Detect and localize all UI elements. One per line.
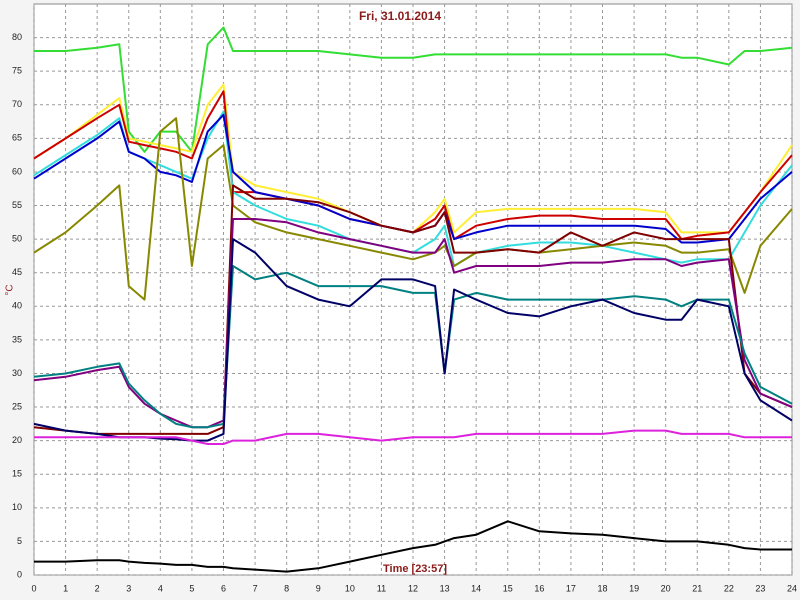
x-tick-label: 6 [221, 583, 226, 593]
x-tick-label: 15 [503, 583, 513, 593]
x-tick-label: 21 [692, 583, 702, 593]
y-tick-label: 30 [12, 368, 22, 378]
series-line [33, 117, 793, 301]
y-tick-label: 35 [12, 334, 22, 344]
x-tick-label: 22 [724, 583, 734, 593]
y-tick-label: 40 [12, 301, 22, 311]
x-tick-label: 7 [253, 583, 258, 593]
y-tick-label: 0 [17, 569, 22, 579]
series-line [34, 26, 793, 153]
x-tick-label: 24 [787, 583, 797, 593]
series-line [33, 218, 793, 429]
series-line [34, 520, 792, 573]
x-tick-label: 0 [31, 583, 36, 593]
x-tick-label: 1 [63, 583, 68, 593]
x-tick-label: 19 [629, 583, 639, 593]
y-tick-label: 10 [12, 502, 22, 512]
lines [33, 26, 793, 573]
y-tick-label: 55 [12, 200, 22, 210]
y-tick-label: 45 [12, 267, 22, 277]
x-tick-label: 8 [284, 583, 289, 593]
series-line [34, 429, 792, 445]
x-tick-label: 4 [158, 583, 163, 593]
y-tick-label: 80 [12, 32, 22, 42]
x-tick-label: 3 [126, 583, 131, 593]
x-tick-label: 16 [534, 583, 544, 593]
x-tick-label: 17 [566, 583, 576, 593]
x-tick-label: 12 [408, 583, 418, 593]
y-tick-label: 65 [12, 133, 22, 143]
x-tick-label: 5 [189, 583, 194, 593]
y-tick-label: 75 [12, 66, 22, 76]
x-tick-label: 13 [440, 583, 450, 593]
x-tick-label: 11 [377, 583, 386, 593]
chart-title: Fri, 31.01.2014 [359, 9, 441, 23]
series-line [33, 265, 793, 429]
x-tick-label: 10 [345, 583, 355, 593]
y-tick-label: 50 [12, 233, 22, 243]
y-tick-label: 25 [12, 401, 22, 411]
x-tick-label: 20 [661, 583, 671, 593]
y-tick-label: 20 [12, 435, 22, 445]
y-axis-label: °C [5, 284, 16, 295]
series-line [33, 184, 793, 435]
x-tick-label: 18 [597, 583, 607, 593]
x-tick-label: 23 [755, 583, 765, 593]
x-tick-label: 14 [471, 583, 481, 593]
x-tick-label: 2 [95, 583, 100, 593]
x-tick-label: 9 [316, 583, 321, 593]
y-tick-label: 60 [12, 166, 22, 176]
y-tick-label: 5 [17, 536, 22, 546]
x-axis-label: Time [23:57] [383, 563, 447, 575]
y-tick-label: 15 [12, 469, 22, 479]
y-tick-label: 70 [12, 99, 22, 109]
